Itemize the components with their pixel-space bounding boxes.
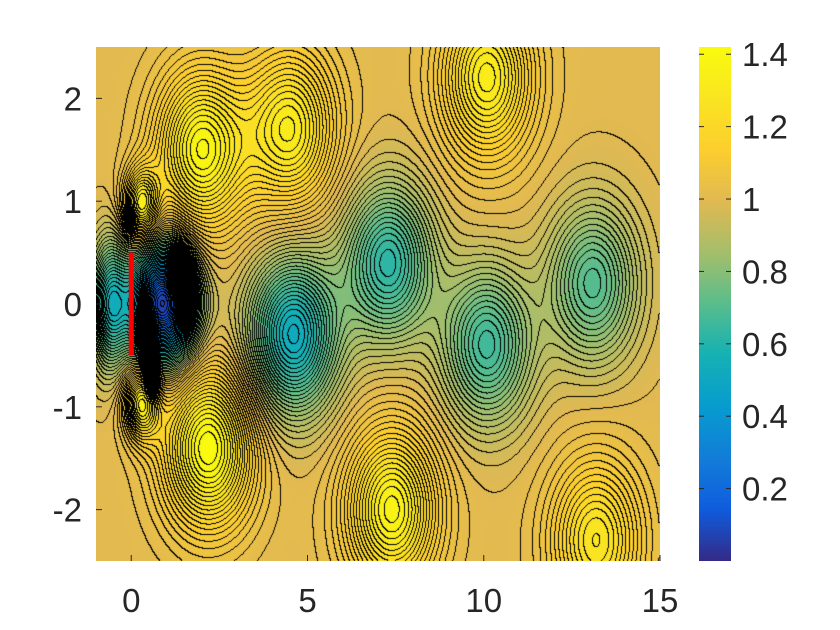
x-tick-label: 5 — [298, 582, 316, 619]
colorbar: 1.4 1.2 1 0.8 0.6 0.4 0.2 — [699, 36, 788, 561]
y-tick-label: 1 — [64, 183, 82, 220]
y-tick-label: 0 — [64, 286, 82, 323]
colorbar-tick-label: 1 — [742, 181, 760, 218]
colorbar-tick-label: 0.2 — [742, 471, 788, 508]
y-axis: 2 1 0 -1 -2 — [53, 80, 102, 529]
contour-field — [96, 47, 660, 561]
colorbar-ticks: 1.4 1.2 1 0.8 0.6 0.4 0.2 — [699, 36, 788, 508]
x-tick-label: 0 — [122, 582, 140, 619]
colorbar-tick-label: 0.6 — [742, 326, 788, 363]
y-tick-label: -1 — [53, 389, 82, 426]
x-tick-label: 10 — [465, 582, 502, 619]
y-tick-label: -2 — [53, 492, 82, 529]
colorbar-tick-label: 1.4 — [742, 36, 788, 73]
colorbar-gradient — [699, 47, 731, 561]
colorbar-tick-label: 1.2 — [742, 109, 788, 146]
plot-area — [96, 47, 660, 561]
colorbar-tick-label: 0.4 — [742, 398, 788, 435]
x-axis: 0 5 10 15 — [122, 555, 678, 619]
x-tick-label: 15 — [642, 582, 679, 619]
y-tick-label: 2 — [64, 80, 82, 117]
colorbar-tick-label: 0.8 — [742, 253, 788, 290]
